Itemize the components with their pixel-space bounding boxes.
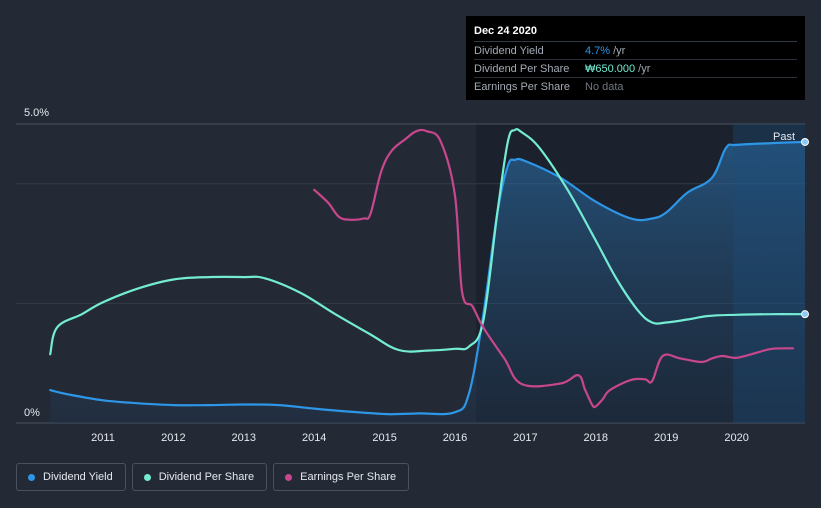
tooltip-row-dividend-per-share: Dividend Per Share ₩650.000 /yr <box>474 60 797 78</box>
legend: Dividend Yield Dividend Per Share Earnin… <box>16 463 410 491</box>
past-label: Past <box>773 131 795 143</box>
tooltip-label: Dividend Per Share <box>474 62 570 75</box>
hover-tooltip: Dec 24 2020 Dividend Yield 4.7% /yr Divi… <box>466 16 805 100</box>
dividend-per-share-dot-icon <box>143 473 151 481</box>
x-tick-label: 2017 <box>513 432 537 444</box>
earnings-per-share-dot-icon <box>285 473 293 481</box>
tooltip-unit: /yr <box>638 62 651 75</box>
x-tick-label: 2012 <box>161 432 185 444</box>
legend-item-earnings-per-share[interactable]: Earnings Per Share <box>273 463 410 491</box>
tooltip-value: No data <box>585 80 624 93</box>
x-tick-label: 2020 <box>724 432 748 444</box>
x-tick-label: 2018 <box>584 432 608 444</box>
x-tick-label: 2016 <box>443 432 467 444</box>
x-tick-label: 2019 <box>654 432 678 444</box>
dividend-per-share-end-dot <box>801 310 809 319</box>
dividend-yield-area <box>50 141 805 423</box>
tooltip-value: 4.7% <box>585 44 611 57</box>
y-tick-max: 5.0% <box>24 107 49 119</box>
dividend-yield-end-dot <box>801 137 809 146</box>
tooltip-label: Earnings Per Share <box>474 80 570 93</box>
earnings-per-share-line <box>313 128 794 409</box>
x-tick-label: 2011 <box>91 432 115 444</box>
legend-label: Dividend Yield <box>43 471 113 483</box>
legend-item-dividend-per-share[interactable]: Dividend Per Share <box>131 463 268 491</box>
y-tick-zero: 0% <box>24 407 40 419</box>
tooltip-value: ₩650.000 <box>585 62 636 75</box>
tooltip-label: Dividend Yield <box>474 44 544 57</box>
dividend-yield-dot-icon <box>28 473 35 481</box>
legend-item-dividend-yield[interactable]: Dividend Yield <box>16 463 126 491</box>
x-tick-label: 2015 <box>372 432 396 444</box>
x-tick-label: 2013 <box>232 432 256 444</box>
recent-shade <box>733 124 805 423</box>
tooltip-unit: /yr <box>613 44 626 57</box>
tooltip-date: Dec 24 2020 <box>474 23 797 42</box>
tooltip-row-earnings-per-share: Earnings Per Share No data <box>474 78 797 95</box>
tooltip-row-dividend-yield: Dividend Yield 4.7% /yr <box>474 42 797 60</box>
legend-label: Dividend Per Share <box>158 471 255 483</box>
dividend-per-share-line <box>49 128 807 356</box>
legend-label: Earnings Per Share <box>300 471 397 483</box>
x-tick-label: 2014 <box>302 432 326 444</box>
